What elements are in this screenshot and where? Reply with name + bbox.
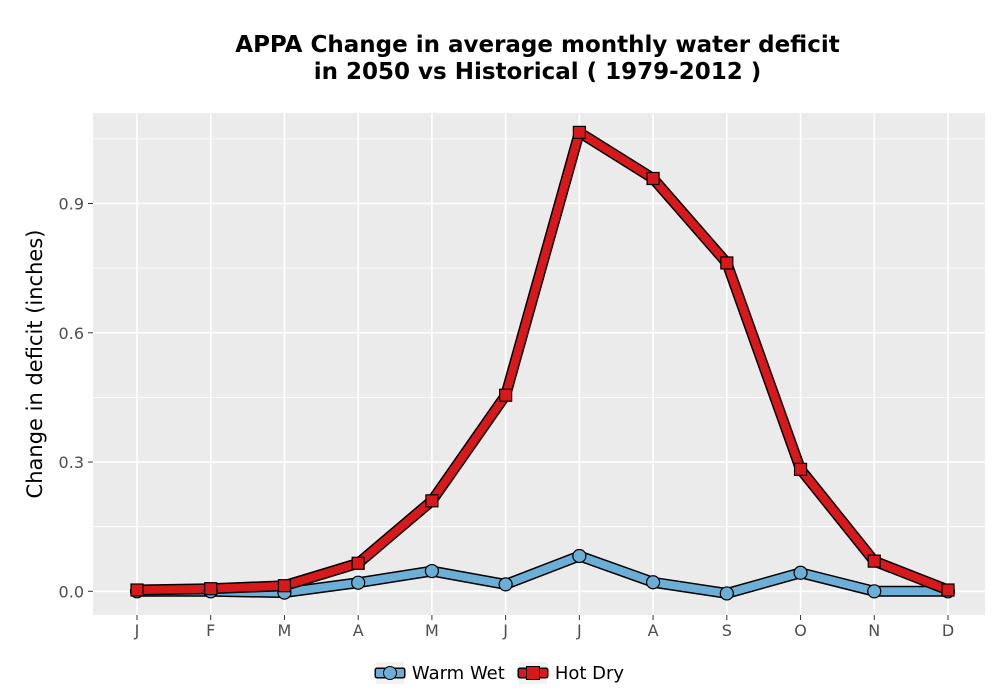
data-point-warm-wet [793, 565, 808, 580]
x-tick-label: F [206, 621, 215, 640]
legend: Warm Wet Hot Dry [0, 658, 1000, 688]
data-point-hot-dry [351, 556, 365, 570]
x-tick-label: J [134, 621, 140, 640]
x-tick-label: M [278, 621, 292, 640]
x-tick-label: D [942, 621, 954, 640]
legend-key-warm-wet [375, 662, 404, 684]
x-tick-label: O [794, 621, 807, 640]
data-point-hot-dry [277, 579, 292, 593]
circle-marker-icon [382, 666, 397, 680]
x-tick-label: A [353, 621, 364, 640]
grid-lines [93, 113, 985, 615]
data-point-hot-dry [646, 171, 660, 186]
data-point-hot-dry [130, 583, 144, 597]
data-point-warm-wet [719, 586, 734, 601]
data-point-hot-dry [572, 125, 586, 139]
data-point-hot-dry [867, 554, 881, 568]
square-marker-icon [525, 666, 540, 680]
x-tick-label: J [576, 621, 582, 640]
x-tick-label: S [722, 621, 732, 640]
legend-key-hot-dry [518, 662, 547, 684]
x-tick-label: J [502, 621, 508, 640]
y-tick-label: 0.3 [59, 453, 84, 472]
data-point-hot-dry [204, 582, 218, 596]
data-point-warm-wet [424, 563, 440, 579]
y-axis-title: Change in deficit (inches) [23, 230, 47, 499]
x-tick-label: N [868, 621, 880, 640]
data-point-hot-dry [720, 256, 734, 270]
y-tick-label: 0.0 [59, 582, 84, 601]
series-line-warm-wet [133, 551, 952, 598]
series-line-hot-dry [133, 128, 952, 595]
data-point-hot-dry [425, 494, 439, 508]
legend-label-hot-dry: Hot Dry [554, 662, 625, 684]
series-lines [131, 126, 954, 599]
y-axis-ticks: 0.0 0.3 0.6 0.9 [59, 194, 93, 601]
legend-item-hot-dry: Hot Dry [518, 662, 625, 684]
y-tick-label: 0.9 [59, 194, 84, 213]
data-point-warm-wet [572, 548, 587, 564]
series-markers [129, 125, 956, 601]
legend-item-warm-wet: Warm Wet [375, 662, 505, 684]
data-point-hot-dry [793, 462, 808, 476]
data-point-warm-wet [498, 577, 513, 592]
x-tick-label: M [425, 621, 439, 640]
chart-title-line-1: APPA Change in average monthly water def… [235, 32, 840, 58]
x-tick-label: A [648, 621, 659, 640]
plot-panel [93, 113, 985, 615]
y-tick-label: 0.6 [59, 324, 84, 343]
data-point-warm-wet [645, 575, 661, 590]
data-point-warm-wet [867, 584, 882, 599]
data-point-hot-dry [941, 583, 955, 597]
legend-label-warm-wet: Warm Wet [411, 662, 505, 684]
data-point-warm-wet [351, 575, 366, 590]
chart-title: APPA Change in average monthly water def… [90, 32, 985, 86]
data-point-hot-dry [499, 388, 513, 402]
chart-title-line-2: in 2050 vs Historical ( 1979-2012 ) [313, 59, 762, 85]
